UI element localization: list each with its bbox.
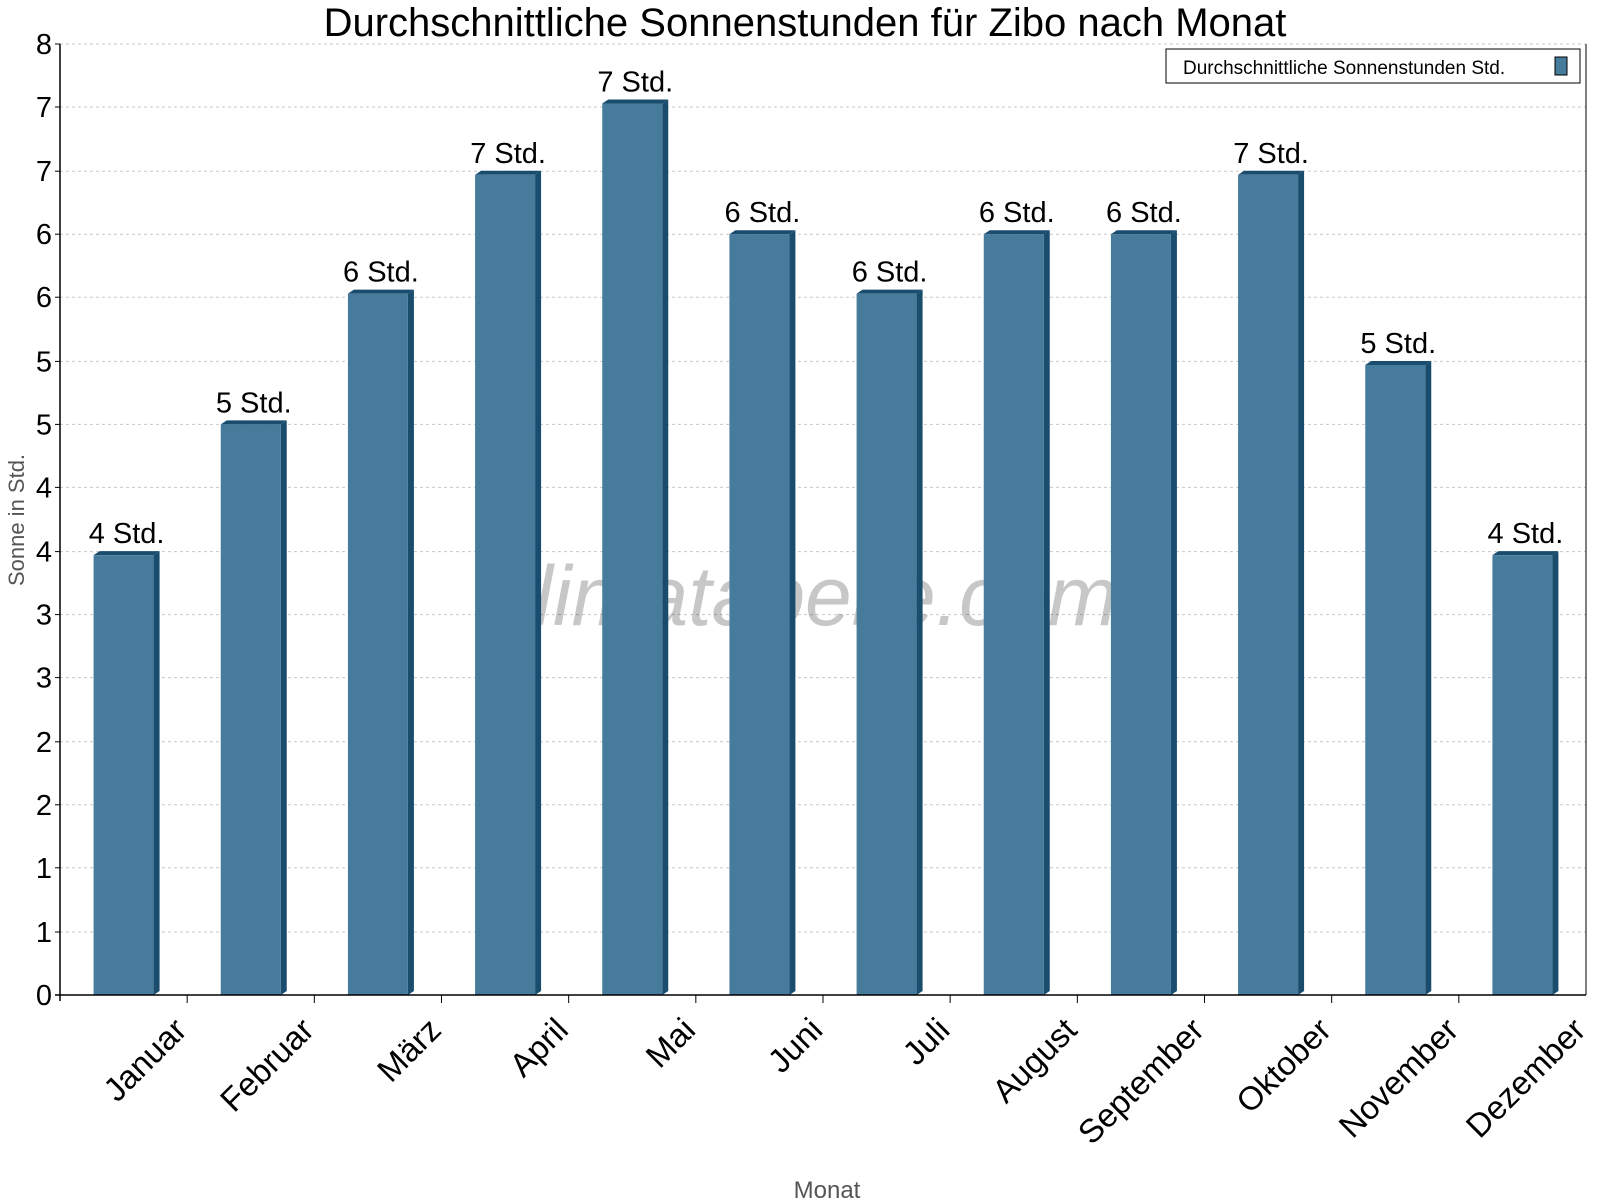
x-tick-label: November [1331, 1011, 1465, 1145]
bar-side [1552, 551, 1559, 995]
legend: Durchschnittliche Sonnenstunden Std. [1165, 48, 1581, 84]
x-tick-label: Juni [760, 1011, 829, 1080]
bar-mai [602, 103, 663, 995]
data-label: 7 Std. [1233, 138, 1309, 170]
bar-top [347, 289, 414, 294]
bar-side [1298, 170, 1305, 995]
y-tick-label: 7 [36, 156, 52, 188]
bar-side [153, 551, 160, 995]
bar-top [93, 551, 160, 556]
bar-top [1492, 551, 1559, 556]
y-tick-label: 2 [36, 790, 52, 822]
y-tick-label: 2 [36, 727, 52, 759]
legend-box [1165, 48, 1581, 84]
bar-side [280, 420, 287, 995]
y-tick-label: 1 [36, 853, 52, 885]
data-label: 6 Std. [725, 197, 801, 229]
bar-dezember [1492, 555, 1553, 995]
grid-lines [60, 43, 1586, 933]
y-tick-label: 0 [36, 980, 52, 1012]
bar-top [1110, 230, 1177, 235]
bar-juni [729, 234, 790, 995]
bar-april [475, 174, 536, 995]
y-tick-label: 5 [36, 346, 52, 378]
bar-oktober [1238, 174, 1299, 995]
data-label: 6 Std. [343, 257, 419, 289]
data-label: 5 Std. [1360, 328, 1436, 360]
y-tick-label: 5 [36, 409, 52, 441]
data-label: 4 Std. [1488, 518, 1564, 550]
axes [55, 43, 1587, 1003]
data-label: 5 Std. [216, 387, 292, 419]
x-tick-label: Juli [895, 1011, 956, 1072]
data-label: 4 Std. [89, 518, 165, 550]
bar-top [1365, 360, 1432, 365]
x-tick-labels: Januar Februar März April Mai Juni Juli AugustS… [96, 1011, 1592, 1151]
data-label: 6 Std. [979, 197, 1055, 229]
data-label: 7 Std. [470, 138, 546, 170]
bar-side [1043, 230, 1050, 995]
bar-side [916, 289, 923, 995]
x-tick-label: März [370, 1011, 448, 1089]
y-tick-label: 8 [36, 29, 52, 61]
bar-november [1365, 364, 1426, 995]
legend-swatch [1554, 56, 1568, 76]
y-axis-label: Sonne in Std. [4, 454, 29, 586]
bar-top [602, 99, 669, 104]
y-tick-label: 3 [36, 663, 52, 695]
y-tick-label: 4 [36, 537, 52, 569]
bar-januar [93, 555, 154, 995]
data-label: 7 Std. [597, 66, 673, 98]
bar-top [729, 230, 796, 235]
y-tick-label: 6 [36, 219, 52, 251]
bar-märz [347, 293, 408, 995]
data-label: 6 Std. [852, 257, 928, 289]
bar-august [983, 234, 1044, 995]
data-label: 6 Std. [1106, 197, 1182, 229]
legend-label: Durchschnittliche Sonnenstunden Std. [1183, 58, 1505, 79]
bar-top [856, 289, 923, 294]
y-tick-label: 4 [36, 472, 52, 504]
chart-title: Durchschnittliche Sonnenstunden für Zibo… [324, 1, 1287, 45]
bar-side [1170, 230, 1177, 995]
x-tick-label: August [985, 1011, 1084, 1110]
x-tick-label: September [1071, 1011, 1211, 1151]
bar-top [983, 230, 1050, 235]
y-tick-label: 1 [36, 917, 52, 949]
bar-side [407, 289, 414, 995]
x-tick-label: Mai [638, 1011, 702, 1075]
bars: 4 Std. 5 Std. 6 Std. 7 Std. 7 Std. 6 Std. 6 St… [89, 66, 1564, 995]
x-tick-label: Februar [213, 1011, 321, 1119]
bar-top [475, 170, 542, 175]
bar-juli [856, 293, 917, 995]
x-tick-label: April [502, 1011, 575, 1084]
x-tick-label: Januar [96, 1011, 194, 1109]
x-tick-label: Oktober [1229, 1011, 1338, 1120]
bar-side [789, 230, 796, 995]
bar-top [1238, 170, 1305, 175]
x-tick-label: Dezember [1459, 1011, 1593, 1145]
x-axis-label: Monat [794, 1177, 861, 1200]
bar-februar [220, 424, 281, 995]
bar-side [662, 99, 669, 995]
bar-september [1110, 234, 1171, 995]
bar-side [1425, 360, 1432, 995]
y-tick-labels: 0 1 1 2 2 3 3 4 4 5 5 6 6 7 7 8 [36, 29, 52, 1012]
bar-top [220, 420, 287, 425]
y-tick-label: 6 [36, 282, 52, 314]
bar-side [535, 170, 542, 995]
y-tick-label: 3 [36, 600, 52, 632]
y-tick-label: 7 [36, 92, 52, 124]
